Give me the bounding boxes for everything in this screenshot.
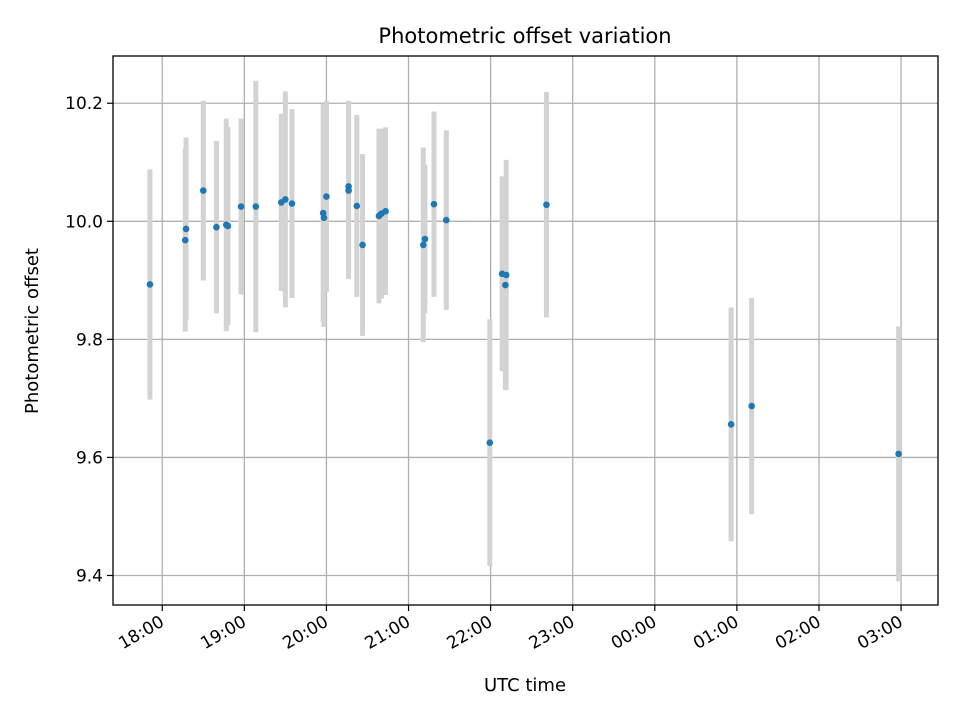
data-point: [181, 236, 189, 244]
y-axis-label: Photometric offset: [22, 248, 43, 414]
data-point: [727, 421, 735, 428]
data-point: [382, 207, 389, 215]
data-point: [502, 281, 509, 289]
data-point: [543, 201, 550, 209]
data-point: [748, 402, 755, 410]
data-point: [419, 241, 427, 249]
data-point: [359, 241, 366, 249]
data-point: [486, 439, 494, 446]
data-point: [237, 203, 245, 210]
y-tick-label: 9.6: [76, 448, 103, 468]
y-tick-label: 10.2: [65, 94, 103, 114]
data-point: [282, 196, 289, 203]
data-point: [199, 187, 207, 194]
data-point: [895, 450, 902, 458]
data-point: [182, 225, 190, 233]
data-point: [288, 200, 296, 207]
data-point: [421, 235, 429, 243]
data-point: [442, 216, 450, 224]
y-tick-label: 9.4: [76, 566, 103, 586]
data-point: [320, 214, 328, 222]
data-point: [146, 281, 154, 288]
y-tick-label: 10.0: [65, 212, 103, 232]
x-axis-label: UTC time: [484, 675, 566, 696]
data-point: [345, 183, 352, 190]
y-tick-label: 9.8: [76, 330, 103, 350]
chart-title: Photometric offset variation: [378, 24, 671, 48]
data-point: [502, 271, 510, 279]
data-points: [146, 183, 902, 458]
plot-frame: [112, 55, 939, 606]
data-point: [252, 203, 260, 210]
y-axis-ticks: 9.4 9.6 9.8 10.0 10.2: [65, 94, 113, 586]
data-point: [323, 193, 330, 200]
data-point: [213, 223, 220, 231]
data-point: [224, 222, 232, 230]
data-point: [430, 200, 438, 208]
data-point: [353, 202, 361, 210]
